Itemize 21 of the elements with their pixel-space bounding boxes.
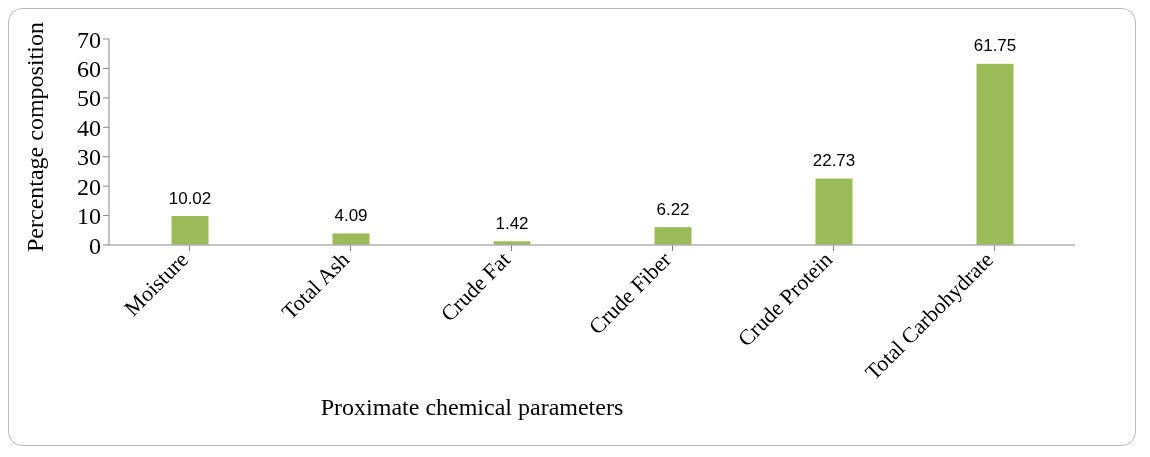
y-tick-label: 60 [77, 55, 101, 82]
x-axis-title: Proximate chemical parameters [320, 394, 624, 420]
bar [814, 177, 854, 245]
bar [975, 62, 1015, 245]
bar [331, 232, 371, 245]
y-tick-label: 10 [77, 203, 101, 230]
data-label: 10.02 [168, 188, 212, 208]
data-label: 4.09 [334, 205, 368, 225]
y-tick-label: 0 [89, 232, 101, 259]
bar [170, 215, 210, 245]
y-tick-label: 30 [77, 144, 101, 171]
y-tick-label: 20 [77, 173, 101, 200]
data-label: 6.22 [656, 199, 690, 219]
y-tick-label: 70 [77, 26, 101, 53]
data-label: 1.42 [495, 213, 529, 233]
y-tick-label: 40 [77, 114, 101, 141]
y-axis-title: Percentage composition [21, 22, 48, 252]
y-tick-label: 50 [77, 85, 101, 112]
bar [653, 226, 693, 245]
data-label: 22.73 [812, 151, 856, 171]
data-label: 61.75 [973, 36, 1017, 56]
